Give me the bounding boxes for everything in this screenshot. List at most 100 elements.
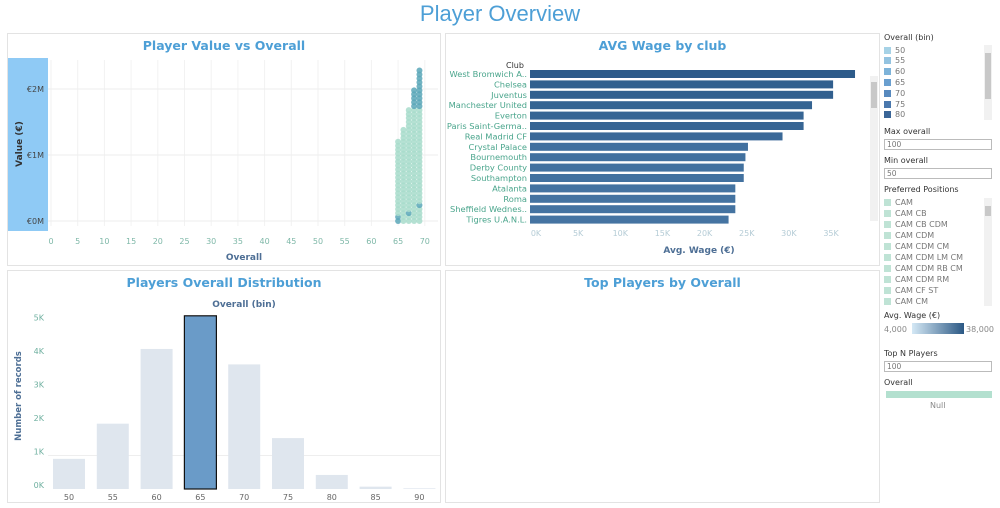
positions-scrollbar[interactable]	[984, 198, 992, 306]
x-tick-label: 0	[48, 237, 53, 246]
distribution-chart[interactable]: Overall (bin) 0K 1K 2K 3K 4K 5K Number of recor…	[8, 271, 442, 504]
top-n-input[interactable]: 100	[884, 361, 992, 372]
color-swatch	[884, 111, 891, 118]
overall-bin-item[interactable]: 60	[884, 67, 905, 77]
position-label: CAM CDM RB CM	[895, 264, 963, 273]
x-axis-title: Avg. Wage (€)	[663, 246, 734, 256]
position-item[interactable]: CAM CM	[884, 296, 928, 306]
position-item[interactable]: CAM CDM CM	[884, 241, 949, 251]
dashboard-title: Player Overview	[0, 1, 1000, 27]
wage-bar	[530, 80, 833, 88]
histogram-bar	[97, 424, 129, 489]
checkbox[interactable]	[884, 221, 891, 228]
x-tick-label: 70	[420, 237, 430, 246]
x-tick-label: 25	[179, 237, 189, 246]
top-players-title: Top Players by Overall	[446, 275, 879, 290]
wage-bar	[530, 153, 745, 161]
scatter-point	[406, 107, 412, 113]
wage-legend-label: Avg. Wage (€)	[884, 311, 940, 320]
overall-bin-item[interactable]: 80	[884, 110, 905, 120]
club-label: Real Madrid CF	[465, 131, 527, 141]
checkbox[interactable]	[884, 298, 891, 305]
min-overall-input[interactable]: 50	[884, 168, 992, 179]
x-tick-label: 35	[233, 237, 243, 246]
x-tick-label: 15	[126, 237, 136, 246]
x-tick-label: 40	[260, 237, 270, 246]
position-item[interactable]: CAM	[884, 197, 913, 207]
club-label: Atalanta	[492, 183, 527, 193]
x-tick-label: 55	[340, 237, 350, 246]
position-label: CAM CDM CM	[895, 242, 949, 251]
checkbox[interactable]	[884, 254, 891, 261]
overall-legend-swatch	[886, 391, 992, 398]
position-item[interactable]: CAM CDM LM CM	[884, 252, 963, 262]
checkbox[interactable]	[884, 243, 891, 250]
x-tick-label: 20K	[697, 229, 713, 238]
checkbox[interactable]	[884, 210, 891, 217]
wage-bar	[530, 101, 812, 109]
position-item[interactable]: CAM CDM RM	[884, 274, 949, 284]
overall-bin-item[interactable]: 55	[884, 56, 905, 66]
wage-scrollbar[interactable]	[870, 76, 878, 221]
overall-bin-scrollbar[interactable]	[984, 45, 992, 120]
x-tick-label: 70	[239, 493, 249, 502]
overall-legend-null: Null	[930, 400, 946, 410]
checkbox[interactable]	[884, 265, 891, 272]
overall-bin-value: 65	[895, 78, 905, 87]
wage-bar	[530, 216, 729, 224]
wage-legend-min: 4,000	[884, 324, 907, 334]
x-tick-label: 75	[283, 493, 293, 502]
y-tick-label: 3K	[34, 381, 45, 390]
color-swatch	[884, 101, 891, 108]
top-n-label: Top N Players	[884, 349, 938, 358]
overall-bin-item[interactable]: 75	[884, 99, 905, 109]
overall-bin-item[interactable]: 50	[884, 45, 905, 55]
checkbox[interactable]	[884, 199, 891, 206]
x-tick-label: 0K	[531, 229, 542, 238]
position-label: CAM CB	[895, 209, 927, 218]
x-tick-label: 85	[371, 493, 381, 502]
checkbox[interactable]	[884, 276, 891, 283]
scatter-point	[395, 139, 401, 145]
club-label: Paris Saint-Germa..	[447, 121, 527, 131]
wage-bar	[530, 174, 744, 182]
club-label: Chelsea	[494, 79, 527, 89]
position-item[interactable]: CAM CB CDM	[884, 219, 948, 229]
scatter-panel: Player Value vs Overall 0 5 10 15 20 25 30 35 40…	[7, 33, 441, 266]
scatter-chart[interactable]: 0 5 10 15 20 25 30 35 40 45 50 55 60 65 70 €0M €1M €2M Ove…	[8, 34, 442, 267]
position-item[interactable]: CAM CB	[884, 208, 927, 218]
checkbox[interactable]	[884, 232, 891, 239]
histogram-bar	[141, 349, 173, 489]
y-axis-highlight	[8, 58, 48, 231]
y-tick-label: €0M	[27, 217, 44, 226]
histogram-bar	[184, 316, 216, 489]
top-players-panel: Top Players by Overall	[445, 270, 880, 503]
wage-bar	[530, 164, 744, 172]
histogram-bar	[53, 459, 85, 489]
overall-bin-item[interactable]: 70	[884, 88, 905, 98]
overall-bin-value: 80	[895, 110, 905, 119]
position-item[interactable]: CAM CDM RB CM	[884, 263, 963, 273]
position-label: CAM CDM LM CM	[895, 253, 963, 262]
min-overall-label: Min overall	[884, 156, 928, 165]
y-tick-label: €1M	[27, 151, 44, 160]
position-item[interactable]: CAM CDM	[884, 230, 934, 240]
x-tick-label: 65	[195, 493, 205, 502]
club-label: Tigres U.A.N.L.	[465, 215, 527, 225]
checkbox[interactable]	[884, 287, 891, 294]
wage-bar	[530, 184, 735, 192]
position-label: CAM CDM	[895, 231, 934, 240]
overall-bin-item[interactable]: 65	[884, 77, 905, 87]
histogram-bar	[403, 488, 435, 489]
y-tick-label: 0K	[34, 481, 45, 490]
color-swatch	[884, 79, 891, 86]
wage-gradient	[912, 323, 964, 334]
wage-chart[interactable]: ClubWest Bromwich A..ChelseaJuventusManc…	[446, 34, 881, 267]
position-item[interactable]: CAM CF ST	[884, 285, 938, 295]
overall-bin-label: Overall (bin)	[884, 33, 934, 42]
wage-bar	[530, 205, 735, 213]
club-label: Everton	[495, 111, 527, 121]
x-tick-label: 10K	[613, 229, 629, 238]
wage-bar	[530, 112, 804, 120]
max-overall-input[interactable]: 100	[884, 139, 992, 150]
